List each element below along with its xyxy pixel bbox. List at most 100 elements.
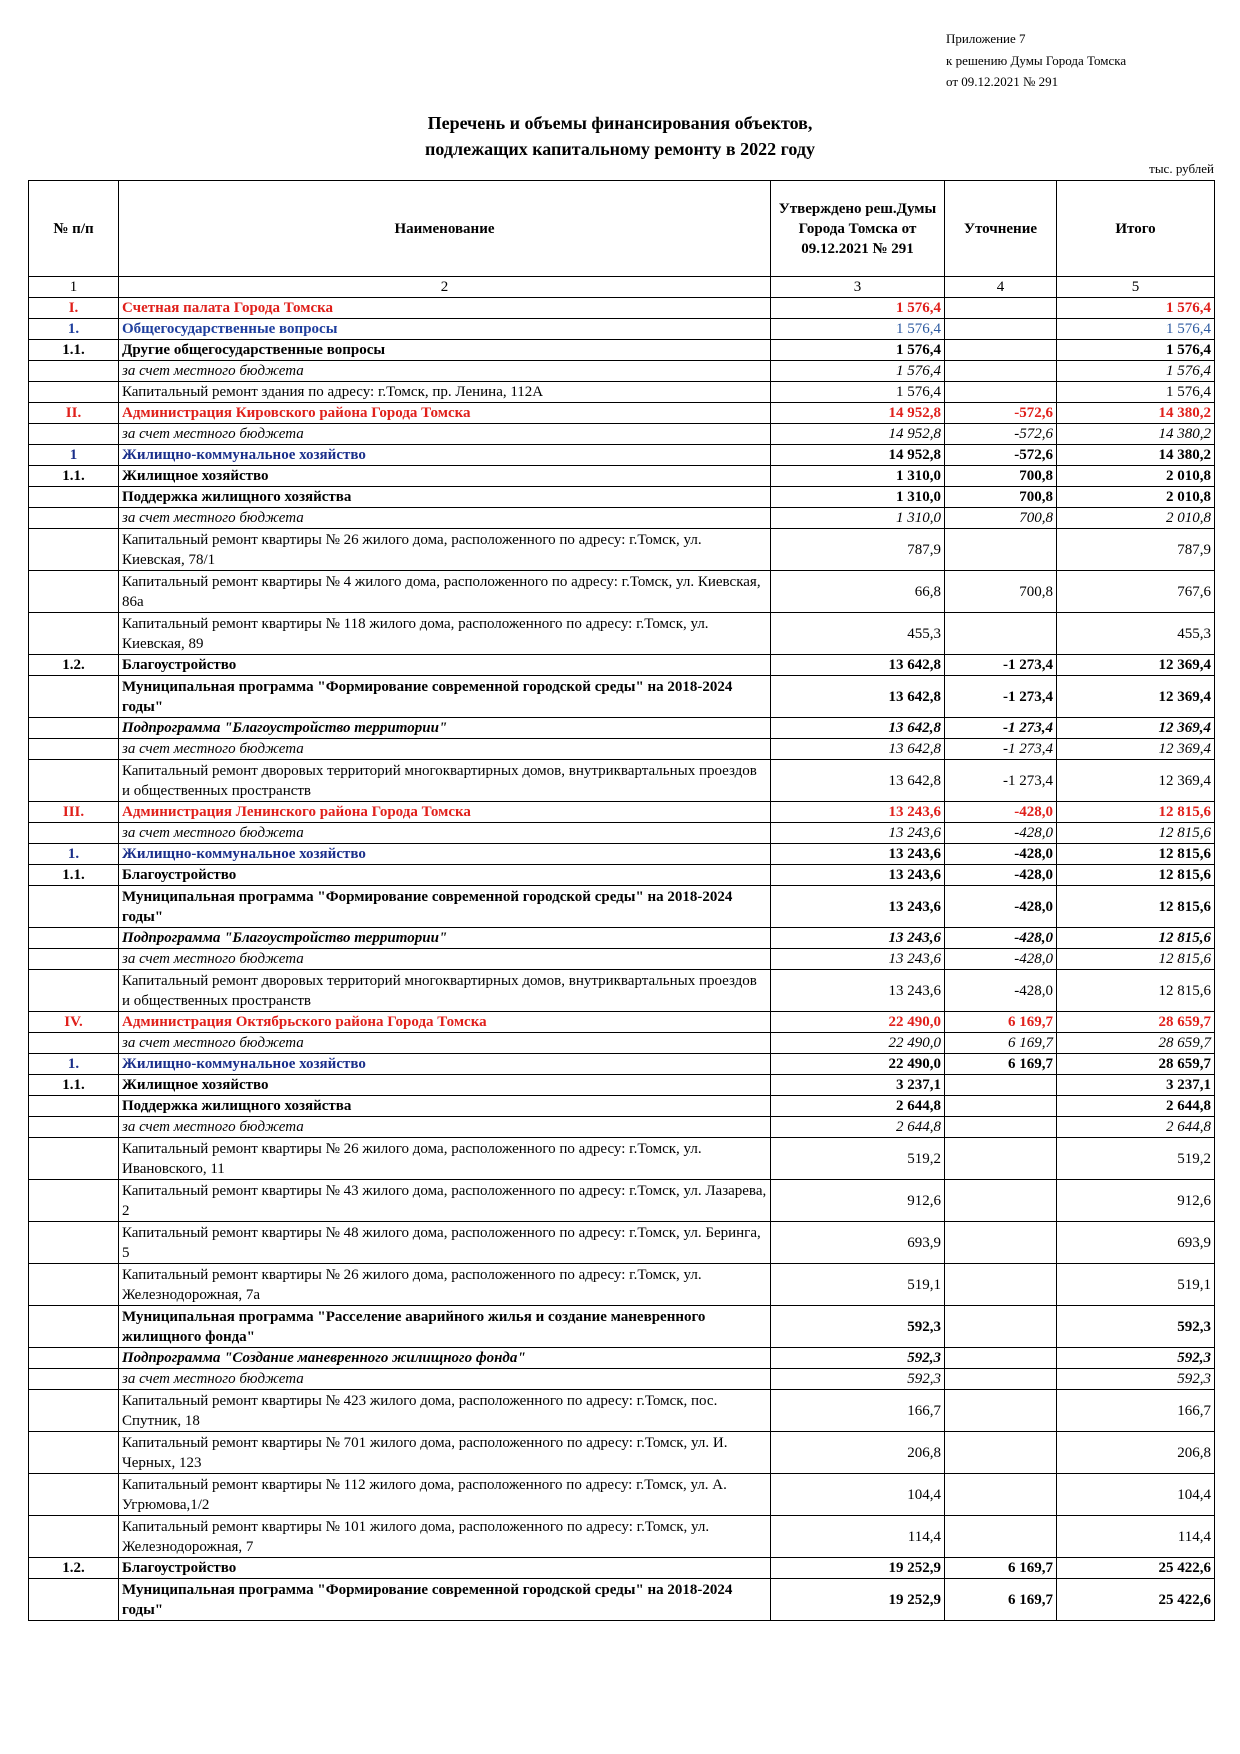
row-total: 12 815,6	[1056, 927, 1215, 949]
row-number: 1.1.	[28, 339, 119, 361]
row-total: 14 380,2	[1056, 444, 1215, 466]
row-approved: 912,6	[770, 1179, 945, 1222]
row-change	[944, 1389, 1057, 1432]
table-row: за счет местного бюджета 13 243,6 -428,0 12…	[28, 822, 1215, 844]
row-name: Подпрограмма "Благоустройство территории…	[118, 717, 771, 739]
title-line-1: Перечень и объемы финансирования объекто…	[427, 113, 813, 133]
row-name: Подпрограмма "Создание маневренного жили…	[118, 1347, 771, 1369]
table-row: Муниципальная программа "Формирование со…	[28, 675, 1215, 718]
row-approved: 1 576,4	[770, 339, 945, 361]
table-row: за счет местного бюджета 2 644,8 2 644,8	[28, 1116, 1215, 1138]
row-total: 455,3	[1056, 612, 1215, 655]
table-row: Капитальный ремонт квартиры № 4 жилого д…	[28, 570, 1215, 613]
row-approved: 13 243,6	[770, 801, 945, 823]
row-change	[944, 381, 1057, 403]
row-total: 28 659,7	[1056, 1053, 1215, 1075]
row-total: 2 010,8	[1056, 465, 1215, 487]
row-total: 12 369,4	[1056, 717, 1215, 739]
row-name: Администрация Кировского района Города Т…	[118, 402, 771, 424]
row-name: за счет местного бюджета	[118, 1116, 771, 1138]
row-total: 12 369,4	[1056, 759, 1215, 802]
row-approved: 13 243,6	[770, 843, 945, 865]
table-row: 1.2. Благоустройство 13 642,8 -1 273,4 12 36…	[28, 654, 1215, 676]
row-change: 700,8	[944, 486, 1057, 508]
row-name: Капитальный ремонт квартиры № 118 жилого…	[118, 612, 771, 655]
row-total: 592,3	[1056, 1347, 1215, 1369]
row-approved: 13 642,8	[770, 717, 945, 739]
table-row: Капитальный ремонт квартиры № 112 жилого…	[28, 1473, 1215, 1516]
row-total: 25 422,6	[1056, 1578, 1215, 1621]
row-approved: 13 642,8	[770, 738, 945, 760]
row-total: 2 010,8	[1056, 486, 1215, 508]
table-row: Капитальный ремонт квартиры № 26 жилого …	[28, 1263, 1215, 1306]
row-number: 1.	[28, 1053, 119, 1075]
table-row: III. Администрация Ленинского района Горо…	[28, 801, 1215, 823]
row-change: -572,6	[944, 402, 1057, 424]
table-row: Капитальный ремонт квартиры № 423 жилого…	[28, 1389, 1215, 1432]
table-row: Капитальный ремонт квартиры № 118 жилого…	[28, 612, 1215, 655]
row-approved: 206,8	[770, 1431, 945, 1474]
row-change: -428,0	[944, 843, 1057, 865]
row-number	[28, 759, 119, 802]
row-approved: 455,3	[770, 612, 945, 655]
row-change: -1 273,4	[944, 738, 1057, 760]
row-change	[944, 339, 1057, 361]
table-row: 1. Жилищно-коммунальное хозяйство 13 243,6…	[28, 843, 1215, 865]
row-number: III.	[28, 801, 119, 823]
row-change: 6 169,7	[944, 1011, 1057, 1033]
appendix-note: Приложение 7 к решению Думы Города Томск…	[946, 28, 1126, 93]
row-approved: 104,4	[770, 1473, 945, 1516]
document-title: Перечень и объемы финансирования объекто…	[0, 110, 1240, 162]
table-row: за счет местного бюджета 1 310,0 700,8 2 01…	[28, 507, 1215, 529]
row-name: Благоустройство	[118, 864, 771, 886]
row-number	[28, 969, 119, 1012]
row-approved: 13 642,8	[770, 759, 945, 802]
row-total: 3 237,1	[1056, 1074, 1215, 1096]
row-name: Капитальный ремонт квартиры № 48 жилого …	[118, 1221, 771, 1264]
row-number: 1.2.	[28, 654, 119, 676]
row-total: 2 010,8	[1056, 507, 1215, 529]
row-name: Капитальный ремонт дворовых территорий м…	[118, 759, 771, 802]
column-number: 4	[944, 276, 1057, 298]
row-number	[28, 675, 119, 718]
row-change	[944, 1431, 1057, 1474]
row-name: Муниципальная программа "Формирование со…	[118, 885, 771, 928]
table-row: за счет местного бюджета 13 642,8 -1 273,4…	[28, 738, 1215, 760]
row-number	[28, 1221, 119, 1264]
table-row: 1.1. Другие общегосударственные вопросы 1 …	[28, 339, 1215, 361]
table-row: Муниципальная программа "Формирование со…	[28, 885, 1215, 928]
table-row: Капитальный ремонт здания по адресу: г.Т…	[28, 381, 1215, 403]
row-number: 1.2.	[28, 1557, 119, 1579]
row-change	[944, 1179, 1057, 1222]
row-total: 12 815,6	[1056, 948, 1215, 970]
table-row: 1.1. Жилищное хозяйство 1 310,0 700,8 2 010,…	[28, 465, 1215, 487]
row-total: 912,6	[1056, 1179, 1215, 1222]
row-change	[944, 1074, 1057, 1096]
table-row: за счет местного бюджета 1 576,4 1 576,4	[28, 360, 1215, 382]
row-number	[28, 1389, 119, 1432]
row-number	[28, 528, 119, 571]
row-number	[28, 381, 119, 403]
row-approved: 2 644,8	[770, 1095, 945, 1117]
row-name: Благоустройство	[118, 654, 771, 676]
row-name: Жилищное хозяйство	[118, 1074, 771, 1096]
table-row: 1.1. Благоустройство 13 243,6 -428,0 12 815,…	[28, 864, 1215, 886]
row-name: Другие общегосударственные вопросы	[118, 339, 771, 361]
row-approved: 592,3	[770, 1305, 945, 1348]
row-number	[28, 885, 119, 928]
row-change: -572,6	[944, 444, 1057, 466]
header-approved: Утверждено реш.Думы Города Томска от 09.…	[770, 180, 945, 277]
row-name: Капитальный ремонт квартиры № 26 жилого …	[118, 1137, 771, 1180]
row-change: -428,0	[944, 864, 1057, 886]
column-number: 5	[1056, 276, 1215, 298]
row-change: -1 273,4	[944, 675, 1057, 718]
row-change	[944, 1368, 1057, 1390]
row-total: 1 576,4	[1056, 381, 1215, 403]
row-change: -428,0	[944, 969, 1057, 1012]
row-name: Администрация Октябрьского района Города…	[118, 1011, 771, 1033]
row-number: 1	[28, 444, 119, 466]
row-change: -428,0	[944, 948, 1057, 970]
row-change	[944, 1137, 1057, 1180]
row-total: 1 576,4	[1056, 318, 1215, 340]
row-number	[28, 1368, 119, 1390]
